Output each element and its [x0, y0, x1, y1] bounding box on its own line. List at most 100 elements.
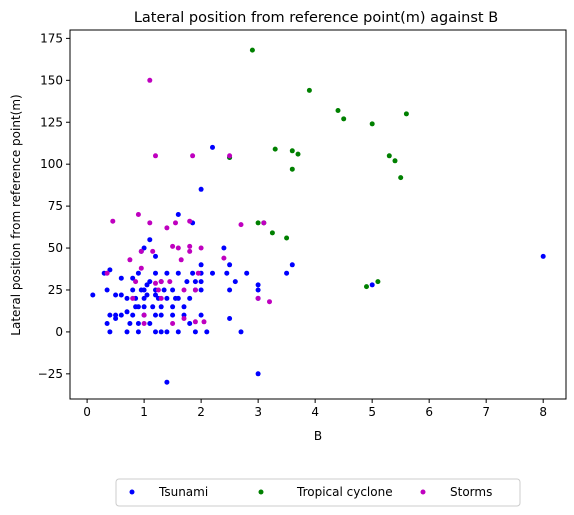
x-tick-label: 4 — [311, 405, 319, 419]
point-tsunami — [130, 287, 136, 293]
point-tropical-cyclone — [289, 148, 295, 154]
point-storms — [255, 295, 261, 301]
y-tick-label: 75 — [48, 199, 63, 213]
point-tsunami — [141, 295, 147, 301]
point-tsunami — [147, 237, 153, 243]
point-tsunami — [190, 270, 196, 276]
point-storms — [181, 287, 187, 293]
point-tropical-cyclone — [392, 158, 398, 164]
point-tropical-cyclone — [289, 166, 295, 172]
point-tsunami — [144, 282, 150, 288]
point-tropical-cyclone — [306, 87, 312, 93]
point-storms — [187, 243, 193, 249]
point-storms — [138, 265, 144, 271]
point-storms — [141, 312, 147, 318]
point-tsunami — [153, 312, 158, 318]
point-storms — [155, 287, 161, 293]
point-tropical-cyclone — [375, 279, 381, 285]
legend-label-storms: Storms — [450, 485, 492, 499]
point-storms — [238, 222, 244, 228]
x-tick-label: 2 — [197, 405, 205, 419]
x-tick-label: 7 — [482, 405, 490, 419]
point-tsunami — [130, 312, 136, 318]
point-tsunami — [147, 321, 153, 326]
point-tsunami — [184, 279, 190, 285]
x-axis-label: B — [314, 429, 322, 443]
legend-label-tropical-cyclone: Tropical cyclone — [296, 485, 393, 499]
point-tropical-cyclone — [335, 108, 341, 113]
plot-area — [69, 29, 567, 400]
point-tsunami — [227, 262, 233, 268]
point-tsunami — [104, 287, 110, 293]
point-tsunami — [104, 321, 110, 326]
point-storms — [110, 218, 116, 224]
point-tsunami — [198, 186, 204, 192]
y-tick-label: 125 — [40, 115, 63, 129]
point-tsunami — [164, 379, 170, 385]
point-storms — [104, 270, 110, 276]
point-tsunami — [170, 287, 176, 293]
point-tsunami — [198, 312, 204, 318]
point-storms — [138, 248, 144, 254]
point-storms — [181, 316, 187, 321]
point-tsunami — [135, 329, 141, 335]
point-tsunami — [192, 279, 198, 285]
point-tsunami — [175, 295, 181, 301]
point-storms — [267, 299, 272, 305]
point-tsunami — [153, 270, 158, 276]
point-storms — [135, 212, 141, 217]
point-tsunami — [107, 267, 113, 273]
point-tsunami — [141, 287, 147, 293]
x-axis: 0 1 2 3 4 5 6 7 8 — [83, 399, 547, 419]
point-tsunami — [369, 282, 375, 288]
point-storms — [195, 270, 201, 276]
point-storms — [170, 321, 176, 326]
point-tsunami — [153, 329, 158, 335]
point-storms — [190, 153, 196, 159]
point-tsunami — [164, 270, 170, 276]
point-tropical-cyclone — [249, 47, 255, 53]
point-tropical-cyclone — [295, 151, 301, 157]
y-tick-label: 175 — [40, 31, 63, 45]
point-tsunami — [198, 287, 204, 293]
x-tick-label: 0 — [83, 405, 91, 419]
point-storms — [147, 220, 153, 226]
point-tsunami — [224, 270, 230, 276]
point-tropical-cyclone — [255, 220, 261, 226]
point-tsunami — [164, 295, 170, 301]
y-tick-label: 25 — [48, 283, 63, 297]
point-tsunami — [153, 292, 158, 298]
point-storms — [192, 319, 198, 325]
point-tsunami — [164, 329, 170, 335]
point-tsunami — [187, 321, 193, 326]
y-tick-label: 0 — [55, 325, 63, 339]
point-tsunami — [198, 279, 204, 285]
point-tsunami — [192, 329, 198, 335]
point-tropical-cyclone — [403, 111, 409, 117]
x-tick-label: 6 — [425, 405, 433, 419]
x-tick-label: 3 — [254, 405, 262, 419]
point-tropical-cyclone — [341, 116, 347, 122]
point-storms — [133, 279, 139, 285]
point-tsunami — [255, 287, 261, 293]
point-storms — [158, 295, 164, 301]
point-storms — [127, 257, 133, 263]
y-tick-label: 150 — [40, 73, 63, 87]
point-tsunami — [175, 270, 181, 276]
point-tsunami — [118, 275, 124, 281]
data-points — [90, 47, 546, 385]
y-tick-label: −25 — [38, 367, 63, 381]
y-tick-label: 50 — [48, 241, 63, 255]
point-tsunami — [204, 329, 210, 335]
plot-background — [70, 30, 566, 399]
point-storms — [261, 220, 267, 226]
point-tsunami — [161, 287, 167, 293]
point-tropical-cyclone — [369, 121, 375, 127]
point-tsunami — [210, 144, 215, 150]
point-storms — [153, 153, 158, 159]
point-tsunami — [238, 329, 244, 335]
point-tsunami — [181, 304, 187, 310]
point-tsunami — [153, 253, 158, 259]
point-tsunami — [187, 295, 193, 301]
point-tropical-cyclone — [386, 153, 392, 159]
